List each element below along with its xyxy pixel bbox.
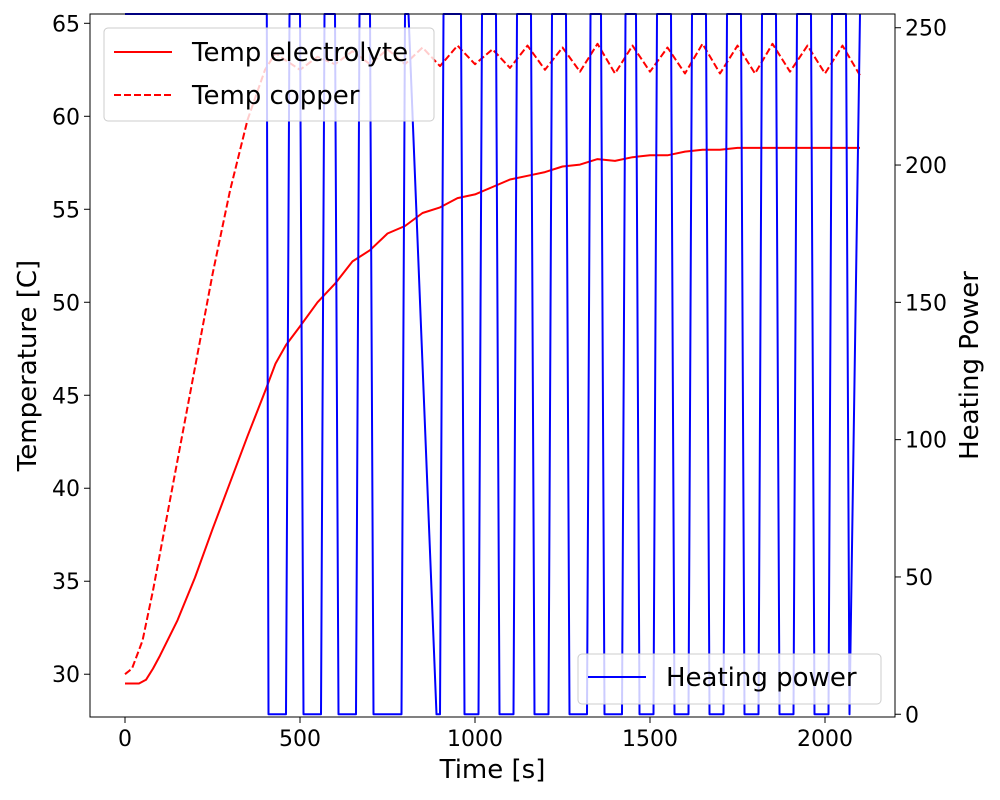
x-tick-label: 1000 — [447, 727, 503, 752]
y-left-tick-label: 60 — [52, 105, 80, 130]
y-left-tick-label: 50 — [52, 291, 80, 316]
x-tick-label: 0 — [118, 727, 132, 752]
series-line-1 — [125, 146, 860, 685]
y-axis-right-label: Heating Power — [955, 271, 985, 460]
legend-temperature: Temp electrolyte Temp copper — [103, 27, 435, 122]
plot-frame — [89, 13, 896, 718]
y-left-tick-label: 55 — [52, 198, 80, 223]
y-right-tick-label: 150 — [905, 291, 947, 316]
y-right-tick-label: 50 — [905, 566, 933, 591]
y-right-tick-label: 200 — [905, 154, 947, 179]
y-axis-left-label: Temperature [C] — [13, 260, 43, 472]
y-left-tick-label: 65 — [52, 12, 80, 37]
legend-box — [577, 653, 882, 705]
legend-label: Heating power — [666, 663, 857, 693]
y-right-tick-label: 250 — [905, 17, 947, 42]
y-left-tick-label: 45 — [52, 384, 80, 409]
y-left-tick-label: 40 — [52, 477, 80, 502]
series-line-3 — [125, 13, 861, 716]
legend-heating-power: Heating power — [577, 653, 882, 705]
x-tick-label: 500 — [279, 727, 321, 752]
x-tick-label: 1500 — [622, 727, 678, 752]
legend-box — [103, 27, 435, 122]
x-tick-label: 2000 — [797, 727, 853, 752]
x-axis-label: Time [s] — [439, 755, 546, 785]
y-right-tick-label: 100 — [905, 429, 947, 454]
legend-label: Temp copper — [191, 81, 360, 111]
y-left-tick-label: 30 — [52, 663, 80, 688]
y-axis-left: 30 35 40 45 50 55 60 65 — [52, 12, 90, 688]
legend-label: Temp electrolyte — [191, 38, 408, 68]
x-axis: 0 500 1000 1500 2000 — [118, 717, 853, 752]
y-left-tick-label: 35 — [52, 570, 80, 595]
series-layer — [124, 13, 861, 716]
y-axis-right: 0 50 100 150 200 250 — [895, 17, 947, 728]
series-line-2 — [124, 42, 861, 675]
y-right-tick-label: 0 — [905, 703, 919, 728]
